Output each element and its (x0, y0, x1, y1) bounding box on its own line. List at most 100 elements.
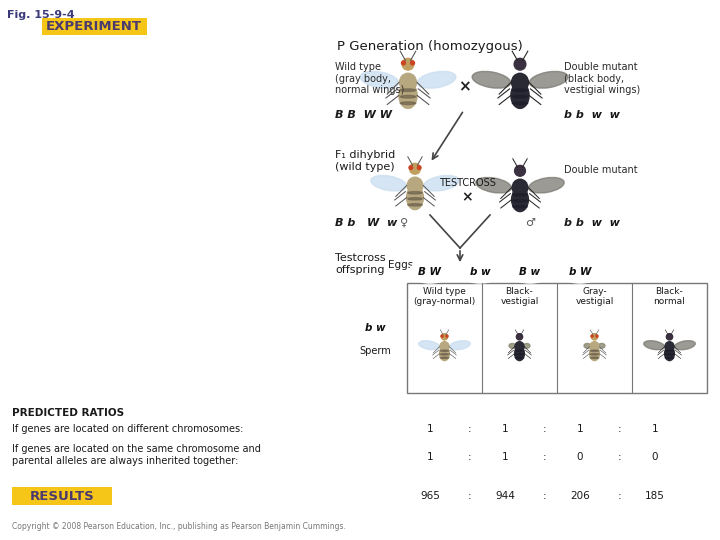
Text: ♂: ♂ (525, 218, 535, 228)
Text: Gray-
vestigial: Gray- vestigial (575, 287, 613, 306)
Ellipse shape (512, 179, 528, 196)
Ellipse shape (523, 343, 530, 348)
Ellipse shape (440, 342, 449, 352)
Ellipse shape (516, 350, 523, 352)
Ellipse shape (591, 335, 593, 337)
Text: Double mutant
(black body,
vestigial wings): Double mutant (black body, vestigial win… (564, 62, 640, 95)
Text: :: : (543, 491, 546, 501)
Ellipse shape (476, 178, 511, 193)
Text: :: : (618, 491, 622, 501)
Text: 206: 206 (570, 491, 590, 501)
Ellipse shape (598, 343, 605, 348)
Text: 944: 944 (495, 491, 515, 501)
Text: :: : (618, 424, 622, 434)
Ellipse shape (559, 261, 601, 283)
Ellipse shape (408, 192, 422, 194)
Text: B W: B W (418, 267, 441, 277)
Ellipse shape (665, 357, 674, 359)
Ellipse shape (371, 176, 406, 191)
Text: 185: 185 (645, 491, 665, 501)
Text: b b  w  w: b b w w (564, 110, 620, 120)
Ellipse shape (399, 83, 417, 109)
Ellipse shape (513, 200, 527, 202)
Text: b w: b w (365, 323, 385, 333)
Ellipse shape (528, 178, 564, 193)
Text: Black-
normal: Black- normal (654, 287, 685, 306)
Ellipse shape (665, 342, 674, 352)
Ellipse shape (360, 71, 399, 88)
Ellipse shape (408, 204, 422, 206)
Ellipse shape (459, 261, 501, 283)
Text: P Generation (homozygous): P Generation (homozygous) (337, 40, 523, 53)
Ellipse shape (665, 347, 675, 361)
Ellipse shape (440, 347, 449, 361)
Ellipse shape (408, 177, 423, 194)
Ellipse shape (402, 58, 414, 70)
Ellipse shape (512, 187, 528, 212)
Text: B B  W W: B B W W (335, 110, 392, 120)
Text: If genes are located on the same chromosome and
parental alleles are always inhe: If genes are located on the same chromos… (12, 444, 261, 465)
Ellipse shape (516, 354, 523, 355)
Ellipse shape (409, 166, 413, 170)
FancyBboxPatch shape (12, 487, 112, 505)
Ellipse shape (449, 341, 470, 350)
Ellipse shape (590, 357, 599, 359)
Ellipse shape (529, 71, 568, 88)
Ellipse shape (407, 186, 423, 210)
Ellipse shape (400, 89, 416, 91)
Text: Testcross
offspring: Testcross offspring (335, 253, 386, 275)
Ellipse shape (441, 335, 443, 337)
Ellipse shape (509, 261, 551, 283)
Text: 965: 965 (420, 491, 440, 501)
Ellipse shape (516, 357, 523, 359)
Ellipse shape (409, 261, 451, 283)
Ellipse shape (596, 335, 598, 337)
Ellipse shape (511, 73, 528, 91)
Ellipse shape (515, 165, 526, 176)
Ellipse shape (441, 357, 449, 359)
Ellipse shape (590, 342, 599, 352)
Text: b b  w  w: b b w w (564, 218, 620, 228)
Ellipse shape (441, 350, 449, 352)
Ellipse shape (665, 354, 674, 355)
Ellipse shape (511, 83, 529, 109)
Text: :: : (543, 424, 546, 434)
Ellipse shape (400, 73, 416, 91)
Ellipse shape (354, 317, 396, 339)
Text: 0: 0 (577, 452, 583, 462)
Ellipse shape (419, 341, 439, 350)
Text: :: : (618, 452, 622, 462)
Text: F₁ dihybrid
(wild type): F₁ dihybrid (wild type) (335, 150, 395, 172)
Ellipse shape (591, 334, 598, 340)
Ellipse shape (408, 198, 422, 200)
Ellipse shape (515, 342, 524, 352)
Text: PREDICTED RATIOS: PREDICTED RATIOS (12, 408, 124, 418)
Text: Wild type
(gray-normal): Wild type (gray-normal) (413, 287, 476, 306)
Text: If genes are located on different chromosomes:: If genes are located on different chromo… (12, 424, 243, 434)
Text: :: : (468, 491, 472, 501)
Text: ×: × (462, 190, 473, 204)
Ellipse shape (418, 71, 456, 88)
Text: Black-
vestigial: Black- vestigial (500, 287, 539, 306)
Ellipse shape (423, 176, 459, 191)
Text: 1: 1 (502, 452, 508, 462)
Text: :: : (543, 452, 546, 462)
Ellipse shape (512, 102, 528, 105)
Text: Eggs: Eggs (388, 260, 413, 270)
Bar (407, 283, 707, 393)
Text: ×: × (458, 79, 470, 94)
Text: Fig. 15-9-4: Fig. 15-9-4 (7, 10, 75, 20)
Text: RESULTS: RESULTS (30, 489, 94, 503)
Text: 1: 1 (427, 452, 433, 462)
Ellipse shape (410, 164, 420, 174)
Text: 1: 1 (577, 424, 583, 434)
Text: TESTCROSS: TESTCROSS (438, 178, 495, 188)
Text: ♀: ♀ (400, 218, 408, 228)
Ellipse shape (509, 343, 516, 348)
Text: Copyright © 2008 Pearson Education, Inc., publishing as Pearson Benjamin Cumming: Copyright © 2008 Pearson Education, Inc.… (12, 522, 346, 531)
Ellipse shape (590, 354, 599, 355)
Ellipse shape (512, 89, 528, 91)
Text: 1: 1 (502, 424, 508, 434)
Text: b w: b w (469, 267, 490, 277)
Text: Sperm: Sperm (359, 346, 391, 356)
